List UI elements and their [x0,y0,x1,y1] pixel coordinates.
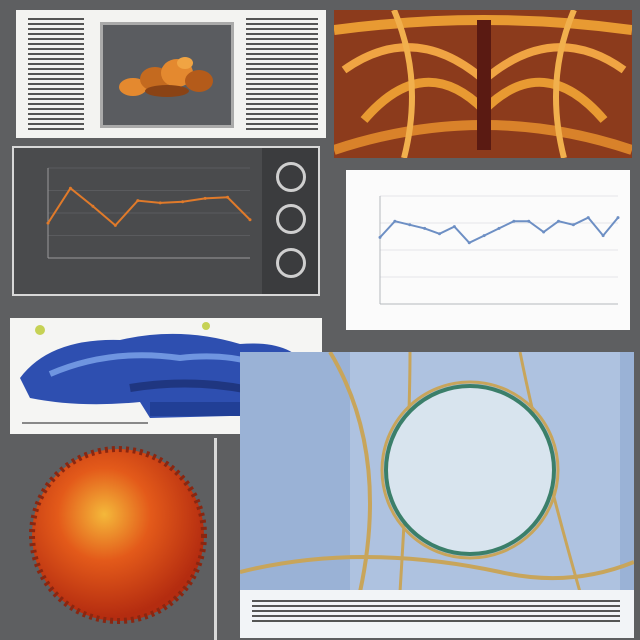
caption-line [22,422,148,424]
data-point [91,204,95,208]
data-point [542,230,546,234]
data-point [527,219,531,223]
data-point [601,234,605,238]
series-line [379,216,619,245]
caption-strip [240,590,634,638]
data-point [497,226,501,230]
data-point [46,221,50,225]
light-chart-panel [346,170,630,330]
vertical-divider [214,438,217,640]
data-point [393,219,397,223]
data-point [467,241,471,245]
circle-icon-middle [276,204,306,234]
data-point [557,219,560,223]
blue-cell-illustration [240,352,634,638]
data-point [452,225,456,229]
caption-text [252,600,620,624]
data-point [113,223,117,227]
data-point [378,235,382,239]
doc-text-right [246,18,318,130]
render-frame [100,22,234,128]
circle-icon-top [276,162,306,192]
doc-text-left [28,18,84,130]
data-point [158,201,162,205]
data-point [68,186,72,190]
data-point [226,195,230,199]
data-point [616,216,620,220]
data-point [586,216,590,220]
data-point [181,200,185,204]
chart-side-strip [262,148,318,294]
data-point [136,199,140,203]
circle-icon-bottom [276,248,306,278]
fibers-illustration [334,10,632,158]
series-line [47,186,251,227]
data-point [482,234,486,238]
data-point [438,232,441,236]
data-point [408,223,412,227]
data-point [423,226,427,230]
light-line-chart [378,195,620,305]
data-point [571,223,575,227]
dark-line-chart [46,167,252,259]
doc-render-panel [16,10,326,138]
render-image [119,57,213,97]
data-point [512,219,516,223]
orange-cell-illustration [18,440,218,630]
dark-chart-panel [12,146,320,296]
data-point [248,218,252,222]
data-point [203,196,207,200]
